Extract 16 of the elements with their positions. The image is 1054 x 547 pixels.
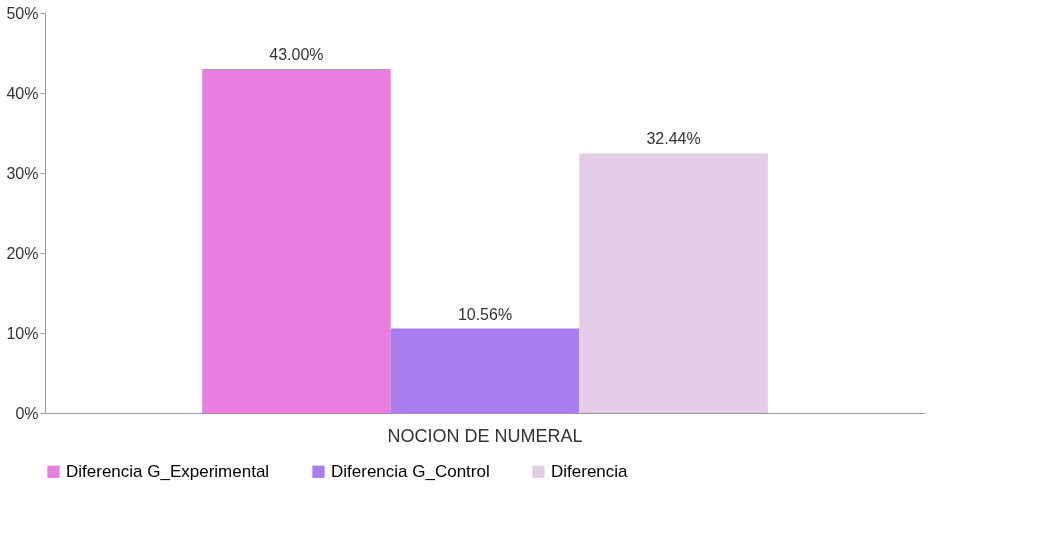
bar (390, 328, 580, 413)
x-tick-label: NOCION DE NUMERAL (387, 425, 583, 446)
y-tick-label: 40% (6, 84, 39, 102)
legend-label: Diferencia G_Experimental (66, 461, 270, 481)
y-tick-label: 50% (6, 4, 39, 22)
data-label: 32.44% (646, 130, 701, 148)
y-tick-label: 30% (6, 164, 39, 182)
legend-label: Diferencia (551, 461, 629, 481)
y-tick-label: 0% (15, 404, 39, 422)
y-tick-label: 10% (6, 324, 39, 342)
data-label: 43.00% (269, 46, 324, 63)
legend-label: Diferencia G_Control (331, 461, 490, 481)
data-label: 10.56% (457, 305, 513, 323)
bar (202, 69, 391, 413)
bar (579, 153, 768, 413)
y-tick-label: 20% (6, 244, 39, 262)
